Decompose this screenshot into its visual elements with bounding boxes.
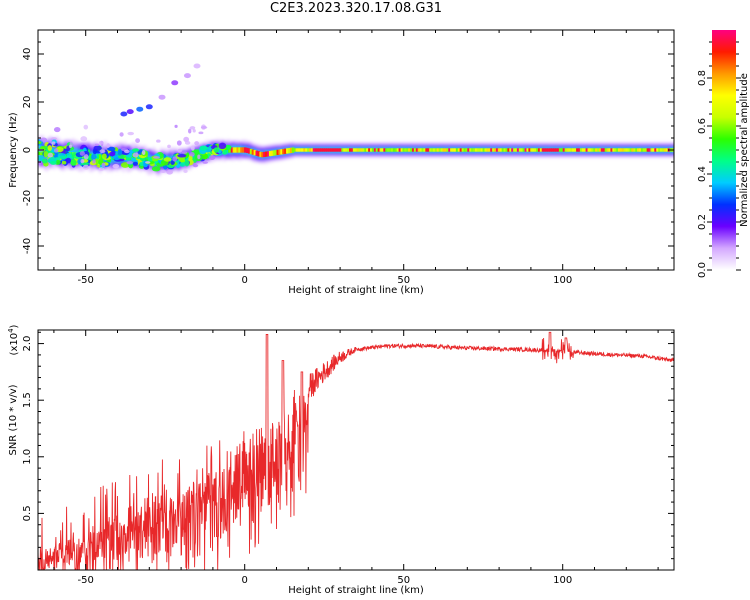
branch-point bbox=[158, 94, 166, 100]
snr-y-tick-label: 1.5 bbox=[22, 392, 33, 408]
x-tick-label: -50 bbox=[78, 575, 94, 586]
y-tick-label: -20 bbox=[22, 190, 33, 206]
spectrogram-panel: -50 0 50 100 -40 -20 0 20 40 Height of straight … bbox=[8, 29, 675, 296]
snr-panel: -50 0 50 100 0.5 1.0 1.5 2.0 Height of straight… bbox=[7, 324, 675, 596]
branch-point bbox=[193, 63, 201, 69]
colorbar-tick-label: 0.4 bbox=[697, 166, 708, 182]
x-tick-label: 100 bbox=[553, 275, 572, 286]
y-tick-label: -40 bbox=[22, 238, 33, 254]
x-tick-label: 0 bbox=[242, 575, 248, 586]
x-tick-label: 100 bbox=[553, 575, 572, 586]
y-tick-label: 40 bbox=[22, 48, 33, 61]
branch-point bbox=[171, 80, 179, 86]
branch-point bbox=[183, 73, 191, 79]
x-tick-label: 50 bbox=[397, 275, 410, 286]
branch-point bbox=[120, 111, 128, 117]
branch-point bbox=[145, 104, 153, 110]
snr-y-axis-label: SNR (10 * v/v) bbox=[8, 384, 19, 455]
snr-x-axis-label: Height of straight line (km) bbox=[288, 585, 424, 596]
spectrogram-y-axis-label: Frequency (Hz) bbox=[8, 112, 19, 188]
snr-y-tick-label: 0.5 bbox=[22, 505, 33, 521]
colorbar-label: Normalized spectral amplitude bbox=[739, 73, 750, 227]
y-tick-label: 0 bbox=[22, 147, 33, 153]
x-tick-label: -50 bbox=[78, 275, 94, 286]
y-tick-label: 20 bbox=[22, 96, 33, 109]
branch-point bbox=[126, 109, 134, 115]
x-tick-label: 50 bbox=[397, 575, 410, 586]
chart-title: C2E3.2023.320.17.08.G31 bbox=[269, 1, 443, 16]
colorbar-tick-label: 0.6 bbox=[697, 118, 708, 134]
colorbar-tick-label: 0.8 bbox=[697, 70, 708, 86]
x-tick-label: 0 bbox=[242, 275, 248, 286]
colorbar-gradient bbox=[712, 30, 736, 270]
colorbar-tick-label: 0.0 bbox=[697, 262, 708, 278]
spectrogram-x-axis-label: Height of straight line (km) bbox=[288, 285, 424, 296]
snr-y-multiplier: (x104) bbox=[7, 324, 20, 355]
branch-point bbox=[136, 106, 144, 112]
colorbar-tick-label: 0.2 bbox=[697, 214, 708, 230]
snr-y-tick-label: 2.0 bbox=[22, 336, 33, 352]
snr-frame bbox=[37, 329, 675, 571]
snr-y-tick-label: 1.0 bbox=[22, 449, 33, 465]
snr-series-line bbox=[38, 331, 674, 570]
colorbar: 0.0 0.2 0.4 0.6 0.8 Normalized spectral ampl… bbox=[697, 30, 750, 278]
spectrogram-image bbox=[38, 63, 674, 176]
